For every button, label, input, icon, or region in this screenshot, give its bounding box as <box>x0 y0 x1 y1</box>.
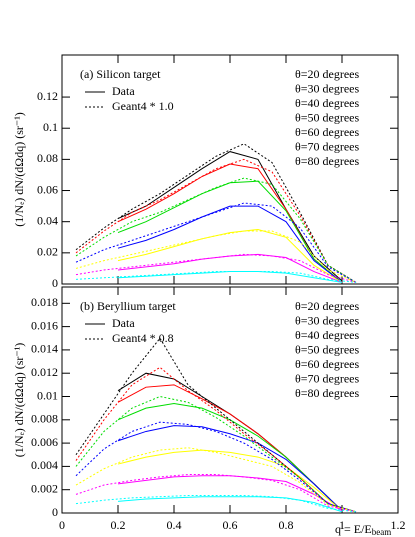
y-tick-label: 0.004 <box>31 458 58 472</box>
data-line <box>117 205 343 283</box>
legend-entry: θ=40 degrees <box>295 96 359 110</box>
data-line <box>117 228 343 283</box>
x-tick-label: 0 <box>59 518 65 532</box>
y-tick-label: 0.006 <box>31 435 58 449</box>
sim-line <box>75 253 357 283</box>
sim-line <box>75 395 357 513</box>
y-tick-label: 0.018 <box>31 295 58 309</box>
legend-label: Geant4 * 1.0 <box>112 99 174 113</box>
y-tick-label: 0.012 <box>31 365 58 379</box>
x-axis-label: q = E/Ebeam <box>335 522 391 537</box>
data-line <box>117 449 343 512</box>
x-tick-label: 0.2 <box>111 518 126 532</box>
data-line <box>117 180 343 283</box>
sim-line <box>75 271 357 283</box>
sim-line <box>75 474 357 513</box>
sim-line <box>75 202 357 283</box>
x-tick-label: 0.8 <box>279 518 294 532</box>
data-line <box>117 271 343 283</box>
y-tick-label: 0.12 <box>37 89 58 103</box>
y-tick-label: 0 <box>52 276 58 290</box>
y-tick-label: 0.014 <box>31 342 58 356</box>
x-tick-label: 0.6 <box>223 518 238 532</box>
sim-line <box>75 447 357 513</box>
y-tick-label: 0.04 <box>37 213 58 227</box>
legend-label: Geant4 * 0.8 <box>112 331 174 345</box>
legend-entry: θ=20 degrees <box>295 299 359 313</box>
sim-line <box>75 143 357 283</box>
y-axis-label: (1/Nₑ) dN/(dΩdq) (sr⁻¹) <box>12 343 26 458</box>
legend-entry: θ=70 degrees <box>295 371 359 385</box>
legend-entry: θ=20 degrees <box>295 67 359 81</box>
panel-title: (a) Silicon target <box>80 67 161 81</box>
y-tick-label: 0.06 <box>37 182 58 196</box>
sim-line <box>75 495 357 513</box>
y-tick-label: 0.016 <box>31 318 58 332</box>
legend-entry: θ=30 degrees <box>295 81 359 95</box>
x-axis-label-main: q = E/E <box>335 522 372 536</box>
y-axis-label: (1/Nₑ) dN/(dΩdq) (sr⁻¹) <box>12 112 26 227</box>
legend-entry: θ=50 degrees <box>295 110 359 124</box>
legend-entry: θ=60 degrees <box>295 125 359 139</box>
x-tick-label: 1 <box>339 518 345 532</box>
legend-label: Data <box>112 316 135 330</box>
data-line <box>117 253 343 283</box>
legend-entry: θ=60 degrees <box>295 357 359 371</box>
y-tick-label: 0.08 <box>37 151 58 165</box>
x-tick-label: 0.4 <box>167 518 182 532</box>
data-line <box>117 425 343 512</box>
legend-entry: θ=80 degrees <box>295 154 359 168</box>
x-axis-label-sub: beam <box>372 527 392 537</box>
y-tick-label: 0.02 <box>37 245 58 259</box>
sim-line <box>75 230 357 283</box>
legend-entry: θ=40 degrees <box>295 328 359 342</box>
legend-entry: θ=30 degrees <box>295 313 359 327</box>
y-tick-label: 0.01 <box>37 388 58 402</box>
y-tick-label: 0.002 <box>31 481 58 495</box>
sim-line <box>75 177 357 283</box>
panel-title: (b) Beryllium target <box>80 299 176 313</box>
y-tick-label: 0.008 <box>31 412 58 426</box>
data-line <box>117 496 343 513</box>
sim-line <box>75 421 357 513</box>
legend-label: Data <box>112 84 135 98</box>
legend-entry: θ=80 degrees <box>295 386 359 400</box>
x-tick-label: 1.2 <box>391 518 406 532</box>
legend-entry: θ=50 degrees <box>295 342 359 356</box>
sim-line <box>75 366 357 513</box>
y-tick-label: 0.1 <box>43 120 58 134</box>
sim-line <box>75 158 357 283</box>
data-line <box>117 151 343 282</box>
y-tick-label: 0 <box>52 505 58 519</box>
legend-entry: θ=70 degrees <box>295 139 359 153</box>
